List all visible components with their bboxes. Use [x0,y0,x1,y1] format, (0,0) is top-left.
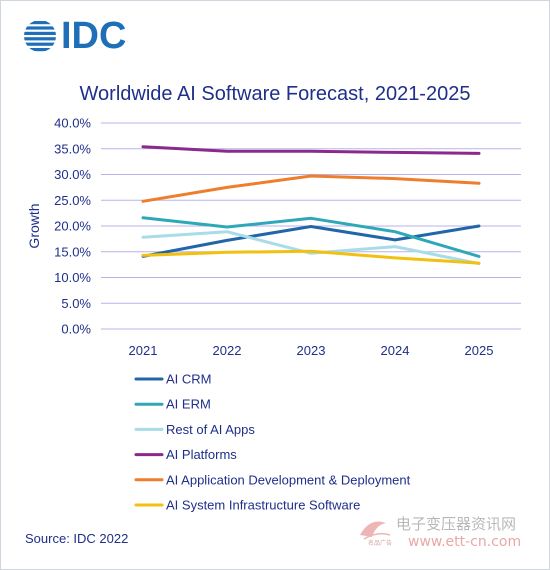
series-line [141,174,481,203]
x-tick-label: 2023 [297,343,326,358]
series-line [141,145,481,155]
x-axis-ticks: 2021 2022 2023 2024 2025 [129,343,494,358]
x-tick-label: 2021 [129,343,158,358]
y-tick-label: 25.0% [54,193,91,208]
x-tick-label: 2025 [465,343,494,358]
y-tick-label: 30.0% [54,167,91,182]
wind-logo-icon [360,521,391,540]
series-line [141,216,481,258]
series-line [141,230,481,266]
watermark: 电子变压器资讯网 名品广告 www.ett-cn.com [360,515,521,549]
legend-label: AI ERM [166,397,211,412]
series-lines [141,145,481,266]
idc-logo: IDC [23,17,126,55]
x-tick-label: 2022 [213,343,242,358]
x-tick-label: 2024 [381,343,410,358]
y-tick-label: 40.0% [54,116,91,131]
series-line [141,224,481,258]
legend-label: AI Application Development & Deployment [166,472,411,487]
chart-title: Worldwide AI Software Forecast, 2021-202… [79,83,471,105]
legend-label: Rest of AI Apps [166,422,255,437]
y-tick-label: 35.0% [54,141,91,156]
y-tick-label: 5.0% [61,296,91,311]
watermark-cn-text: 电子变压器资讯网 [396,515,516,533]
globe-icon [24,21,56,52]
watermark-small-text: 名品广告 [368,539,392,547]
legend-label: AI System Infrastructure Software [166,498,360,513]
legend-label: AI CRM [166,372,212,387]
source-note: Source: IDC 2022 [25,531,129,546]
line-chart: 0.0% 5.0% 10.0% 15.0% 20.0% 25.0% 30.0% 35.0% 40… [26,116,521,513]
y-tick-label: 15.0% [54,244,91,259]
y-tick-label: 0.0% [61,322,91,337]
y-axis-label: Growth [26,203,42,248]
legend: AI CRM AI ERM Rest of AI Apps AI Platforms A… [134,372,411,513]
y-tick-label: 20.0% [54,219,91,234]
watermark-url: www.ett-cn.com [408,534,521,549]
series-line [141,249,481,265]
y-axis-ticks: 0.0% 5.0% 10.0% 15.0% 20.0% 25.0% 30.0% 35.0% 40… [54,116,91,337]
legend-label: AI Platforms [166,447,237,462]
logo-text: IDC [61,15,127,57]
y-tick-label: 10.0% [54,270,91,285]
